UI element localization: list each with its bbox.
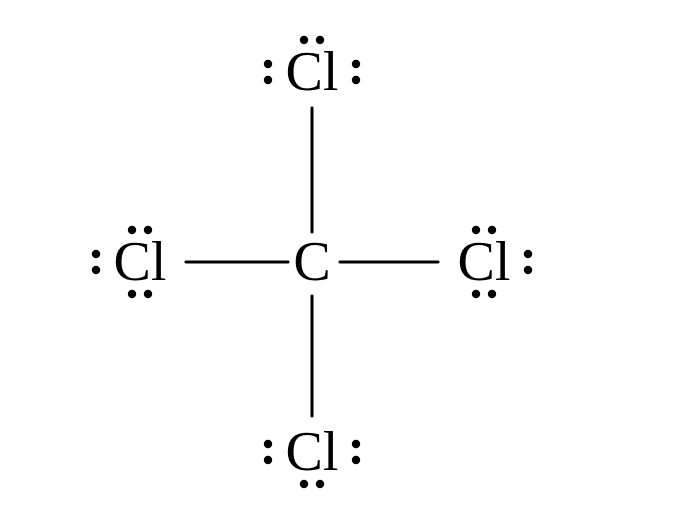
lone-pair-dot [488,226,496,234]
lone-pair-dot [524,250,532,258]
lone-pair-dot [316,480,324,488]
atom-cl-left: Cl [114,231,167,293]
atom-cl-top: Cl [286,41,339,103]
lone-pair-dot [264,440,272,448]
lone-pair-dot [524,266,532,274]
lone-pair-dot [128,226,136,234]
lone-pair-dot [352,76,360,84]
lone-pair-dot [352,440,360,448]
lone-pair-dot [352,60,360,68]
lone-pair-dot [128,290,136,298]
atom-cl-bottom: Cl [286,421,339,483]
lone-pair-dot [144,226,152,234]
lone-pair-dot [144,290,152,298]
lone-pair-dot [264,76,272,84]
lewis-structure-diagram: C Cl Cl Cl Cl [0,0,700,530]
lone-pair-dot [472,290,480,298]
lone-pair-dot [92,250,100,258]
atom-cl-right: Cl [458,231,511,293]
lone-pair-dot [92,266,100,274]
lone-pair-dot [264,456,272,464]
atom-center: C [293,231,330,293]
lone-pair-dot [264,60,272,68]
lone-pair-dot [316,36,324,44]
lone-pair-dot [300,480,308,488]
lone-pair-dot [488,290,496,298]
lone-pair-dot [300,36,308,44]
lone-pair-dot [352,456,360,464]
lone-pair-dot [472,226,480,234]
